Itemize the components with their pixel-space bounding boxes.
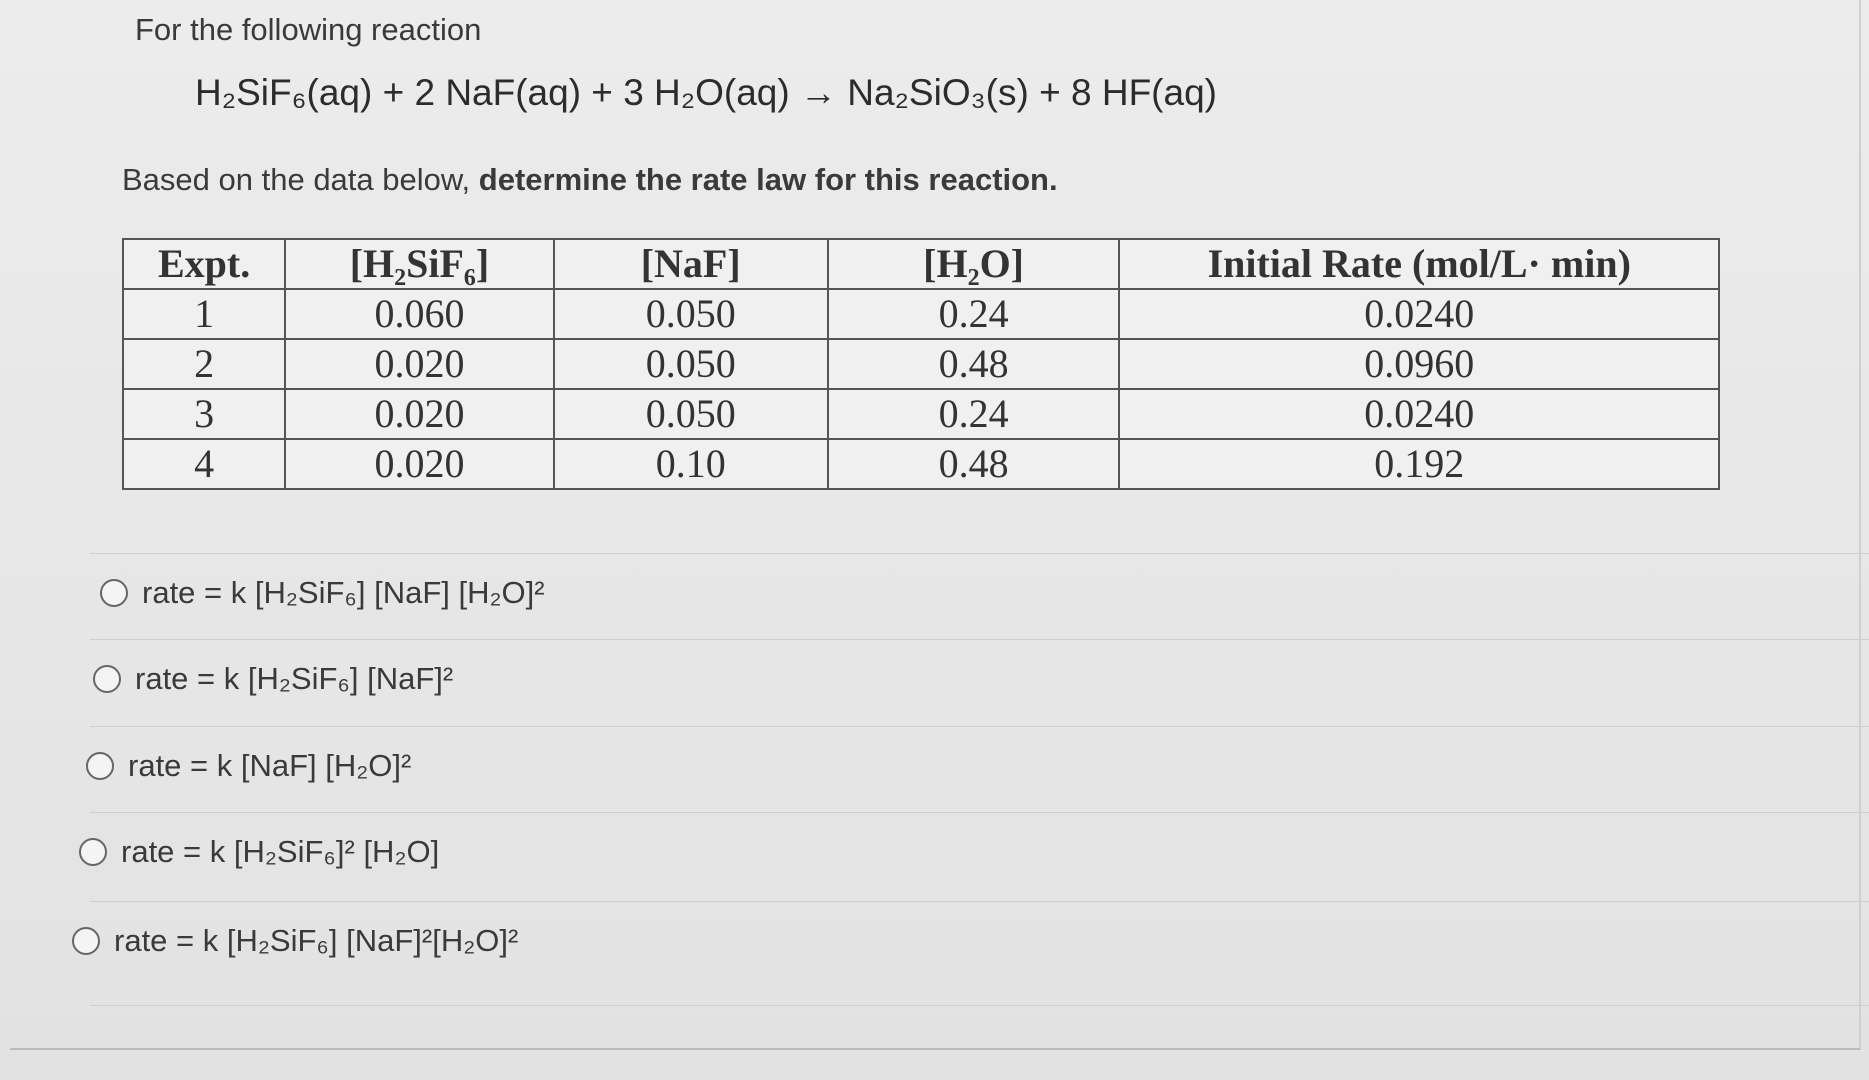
table-cell: 0.192 xyxy=(1118,438,1720,490)
table-cell: 0.050 xyxy=(552,338,829,390)
option[interactable]: rate = k [H₂SiF₆] [NaF]² xyxy=(93,661,453,697)
option[interactable]: rate = k [NaF] [H₂O]² xyxy=(86,748,411,784)
separator xyxy=(90,726,1869,727)
table-cell: 0.0960 xyxy=(1118,338,1720,390)
column-header: Expt. xyxy=(121,238,287,290)
table-row: 4 0.020 0.10 0.48 0.192 xyxy=(121,438,1720,490)
table-cell: 0.060 xyxy=(284,288,555,340)
table-row: 2 0.020 0.050 0.48 0.0960 xyxy=(121,338,1720,390)
radio-button[interactable] xyxy=(100,579,128,607)
separator xyxy=(90,812,1869,813)
equation: H₂SiF₆(aq) + 2 NaF(aq) + 3 H₂O(aq) → Na₂… xyxy=(195,72,1217,113)
table-cell: 0.24 xyxy=(826,388,1121,440)
panel xyxy=(10,0,1861,1050)
table-cell: 0.48 xyxy=(826,438,1121,490)
table-cell: 0.0240 xyxy=(1118,288,1720,340)
radio-button[interactable] xyxy=(93,665,121,693)
table-cell: 1 xyxy=(121,288,287,340)
table-cell: 0.0240 xyxy=(1118,388,1720,440)
column-header: [NaF] xyxy=(552,238,829,290)
table-cell: 0.10 xyxy=(552,438,829,490)
separator xyxy=(90,1005,1869,1006)
separator xyxy=(90,901,1869,902)
table-cell: 2 xyxy=(121,338,287,390)
table-cell: 0.48 xyxy=(826,338,1121,390)
header-row: Expt. [H₂SiF₆] [NaF] [H₂O] Initial Rate (mol… xyxy=(121,238,1720,290)
table-cell: 0.020 xyxy=(284,388,555,440)
instruction: Based on the data below, determine the r… xyxy=(122,162,1058,198)
table-cell: 0.020 xyxy=(284,438,555,490)
separator xyxy=(90,639,1869,640)
radio-button[interactable] xyxy=(86,752,114,780)
column-header: [H₂O] xyxy=(826,238,1121,290)
table-row: 3 0.020 0.050 0.24 0.0240 xyxy=(121,388,1720,440)
table-cell: 0.020 xyxy=(284,338,555,390)
radio-button[interactable] xyxy=(79,838,107,866)
separator xyxy=(90,553,1869,554)
table-cell: 0.050 xyxy=(552,388,829,440)
instruction-plain: Based on the data below, xyxy=(122,162,471,197)
intro-text: For the following reaction xyxy=(135,12,482,47)
table-cell: 0.24 xyxy=(826,288,1121,340)
table-cell: 0.050 xyxy=(552,288,829,340)
option[interactable]: rate = k [H₂SiF₆] [NaF] [H₂O]² xyxy=(100,575,545,611)
option[interactable]: rate = k [H₂SiF₆] [NaF]²[H₂O]² xyxy=(72,923,518,959)
table-row: 1 0.060 0.050 0.24 0.0240 xyxy=(121,288,1720,340)
table-cell: 4 xyxy=(121,438,287,490)
option[interactable]: rate = k [H₂SiF₆]² [H₂O] xyxy=(79,834,439,870)
option-label: rate = k [H₂SiF₆] [NaF] [H₂O]² xyxy=(142,575,545,610)
data-table: Expt. [H₂SiF₆] [NaF] [H₂O] Initial Rate (mol… xyxy=(121,238,1720,490)
radio-button[interactable] xyxy=(72,927,100,955)
table-cell: 3 xyxy=(121,388,287,440)
instruction-bold: determine the rate law for this reaction… xyxy=(478,162,1058,197)
option-label: rate = k [H₂SiF₆] [NaF]²[H₂O]² xyxy=(114,923,519,958)
column-header: Initial Rate (mol/L· min) xyxy=(1118,238,1720,290)
option-label: rate = k [H₂SiF₆] [NaF]² xyxy=(135,661,454,696)
option-label: rate = k [H₂SiF₆]² [H₂O] xyxy=(121,834,440,869)
column-header: [H₂SiF₆] xyxy=(284,238,555,290)
option-label: rate = k [NaF] [H₂O]² xyxy=(128,748,412,783)
